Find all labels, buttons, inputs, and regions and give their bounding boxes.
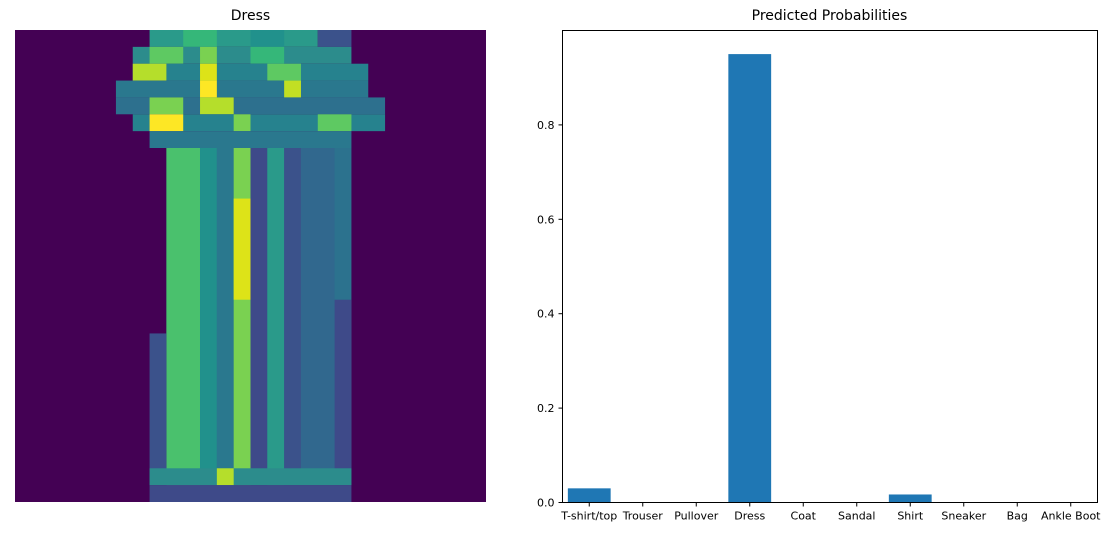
bar-t-shirt-top [567, 488, 611, 503]
image-pixel [233, 114, 251, 132]
y-axis-ticks: 0.0 0.2 0.4 0.6 0.8 [537, 119, 563, 510]
image-pixel [149, 468, 352, 486]
image-pixel [149, 333, 167, 486]
image-pixel [317, 30, 352, 47]
image-pixel [284, 80, 301, 98]
image-pixel [216, 148, 234, 486]
image-pixel [166, 148, 201, 486]
image-pixel [132, 63, 167, 81]
image-pixel [250, 30, 285, 47]
plot-frame [562, 30, 1098, 503]
x-tick-label: Bag [1007, 510, 1028, 523]
image-pixel [200, 63, 217, 81]
image-pixel [250, 148, 268, 486]
bars-group [567, 54, 1039, 503]
image-pixel [132, 46, 352, 64]
image-pixel [300, 148, 335, 486]
image-pixel [149, 485, 352, 502]
image-pixel [149, 114, 184, 132]
x-tick-label: Coat [791, 510, 817, 523]
image-pixel [200, 46, 217, 64]
image-pixel [233, 198, 251, 300]
x-tick-label: Sneaker [941, 510, 986, 523]
y-tick-label: 0.4 [537, 308, 555, 321]
y-tick-label: 0.0 [537, 497, 555, 510]
image-pixel [149, 131, 352, 148]
image-pixel [115, 80, 369, 98]
y-tick-label: 0.2 [537, 402, 555, 415]
x-tick-label: Ankle Boot [1041, 510, 1101, 523]
x-tick-label: Dress [734, 510, 765, 523]
y-tick-label: 0.8 [537, 119, 555, 132]
image-pixel [317, 114, 352, 132]
image-pixel [267, 148, 285, 486]
chart-title: Predicted Probabilities [751, 8, 908, 24]
image-title: Dress [230, 8, 271, 24]
image-pixel [149, 97, 184, 115]
image-pixel [200, 97, 234, 115]
image-pixel [216, 468, 234, 486]
x-tick-label: Pullover [674, 510, 719, 523]
x-tick-label: Trouser [622, 510, 664, 523]
dress-image [15, 30, 486, 502]
x-tick-label: T-shirt/top [560, 510, 617, 523]
image-pixel [149, 46, 184, 64]
bar-shirt [888, 494, 932, 503]
image-pixel [183, 30, 217, 47]
image-pixel [200, 80, 217, 98]
image-pixel [115, 97, 386, 115]
x-axis-ticks: T-shirt/top Trouser Pullover Dress Coat Sanda… [560, 502, 1101, 523]
image-pixel [250, 46, 285, 64]
image-pixel [132, 63, 369, 81]
x-tick-label: Shirt [897, 510, 924, 523]
image-pixel [267, 63, 301, 81]
y-tick-label: 0.6 [537, 213, 555, 226]
image-pixel [284, 148, 301, 486]
bar-dress [728, 54, 772, 503]
x-tick-label: Sandal [838, 510, 875, 523]
image-pixel [334, 299, 352, 486]
image-pixel [200, 148, 217, 486]
